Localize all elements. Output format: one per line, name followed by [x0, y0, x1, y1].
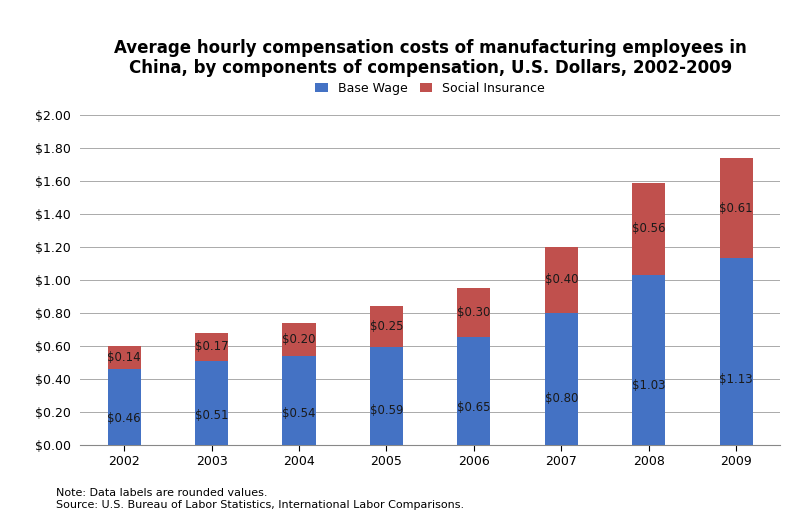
Text: $0.17: $0.17 — [194, 340, 228, 353]
Bar — [719, 158, 752, 258]
Text: $0.46: $0.46 — [107, 412, 141, 425]
Bar — [282, 356, 316, 445]
Bar — [631, 183, 665, 275]
Text: $0.14: $0.14 — [107, 351, 141, 363]
Text: $1.13: $1.13 — [719, 373, 752, 386]
Bar — [194, 333, 228, 360]
Text: $0.51: $0.51 — [194, 408, 228, 422]
Text: $0.54: $0.54 — [282, 407, 316, 420]
Bar — [108, 369, 141, 445]
Text: $0.56: $0.56 — [631, 222, 665, 235]
Text: $0.20: $0.20 — [282, 333, 316, 346]
Bar — [369, 306, 402, 347]
Bar — [631, 275, 665, 445]
Text: $0.80: $0.80 — [544, 392, 577, 405]
Bar — [719, 258, 752, 445]
Text: $0.61: $0.61 — [719, 202, 752, 214]
Text: $1.03: $1.03 — [631, 379, 665, 392]
Bar — [194, 360, 228, 445]
Bar — [544, 247, 577, 313]
Title: Average hourly compensation costs of manufacturing employees in
China, by compon: Average hourly compensation costs of man… — [113, 39, 746, 77]
Text: $0.30: $0.30 — [457, 306, 490, 319]
Text: Note: Data labels are rounded values.
Source: U.S. Bureau of Labor Statistics, I: Note: Data labels are rounded values. So… — [56, 488, 464, 510]
Bar — [282, 323, 316, 356]
Bar — [108, 346, 141, 369]
Legend: Base Wage, Social Insurance: Base Wage, Social Insurance — [315, 82, 544, 95]
Text: $0.59: $0.59 — [369, 404, 402, 417]
Bar — [544, 313, 577, 445]
Text: $0.40: $0.40 — [544, 274, 577, 286]
Bar — [369, 347, 402, 445]
Text: $0.65: $0.65 — [457, 401, 490, 414]
Text: $0.25: $0.25 — [369, 320, 402, 333]
Bar — [457, 288, 490, 337]
Bar — [457, 337, 490, 445]
